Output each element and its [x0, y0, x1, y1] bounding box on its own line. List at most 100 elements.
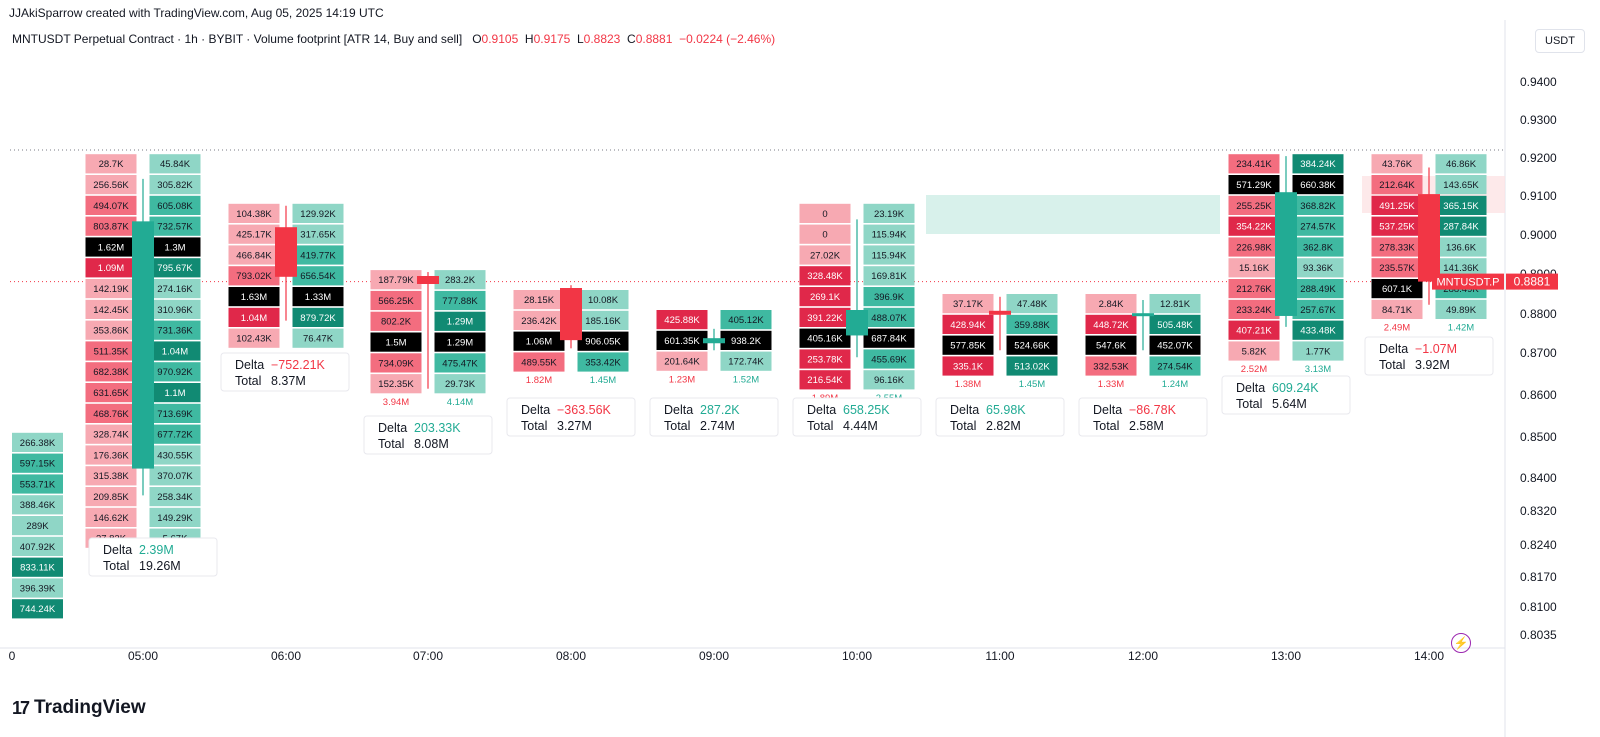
sell-cell-value: 489.55K [521, 357, 557, 368]
sell-cell-value: 37.17K [953, 299, 984, 310]
buy-cell-value: 524.66K [1014, 341, 1050, 352]
candle-body [1275, 192, 1297, 316]
buy-cell [149, 195, 201, 215]
buy-cell [577, 290, 629, 310]
buy-cell [12, 599, 63, 619]
buy-cell-value: 795.67K [157, 263, 193, 274]
delta-total-box: Delta −363.56K Total 3.27M [506, 397, 636, 437]
x-tick-label: 07:00 [413, 649, 443, 663]
sell-cell-value: 226.98K [1236, 242, 1272, 253]
sell-cell-value: 566.25K [378, 296, 414, 307]
sell-cell-value: 332.53K [1093, 361, 1129, 372]
y-tick-label: 0.8500 [1520, 430, 1557, 444]
buy-cell [1006, 314, 1058, 334]
buy-cell-value: 359.88K [1014, 320, 1050, 331]
y-tick-label: 0.8320 [1520, 504, 1557, 518]
buy-cell-value: 23.19K [874, 209, 905, 220]
delta-box-bg [363, 415, 493, 455]
sell-cell-value: 571.29K [1236, 180, 1272, 191]
buy-cell [1292, 279, 1344, 299]
sell-cell-value: 1.63M [241, 292, 267, 303]
buy-cell-value: 353.42K [585, 357, 621, 368]
sell-cell [228, 307, 280, 327]
buy-cell-value: 938.2K [731, 336, 762, 347]
buy-cell-value: 1.29M [447, 317, 473, 328]
total-value: 3.27M [557, 419, 592, 433]
buy-cell-value: 12.81K [1160, 299, 1191, 310]
sell-cell [85, 341, 137, 361]
buy-cell [434, 290, 486, 311]
total-label: Total [103, 559, 129, 573]
buy-cell-value: 365.15K [1443, 201, 1479, 212]
buy-cell-value: 1.1M [164, 388, 185, 399]
sell-cell-value: 466.84K [236, 250, 272, 261]
currency-unit-button[interactable]: USDT [1535, 29, 1585, 53]
sell-cell [85, 175, 137, 195]
buy-cell-value: 274.54K [1157, 361, 1193, 372]
sell-cell-value: 328.48K [807, 271, 843, 282]
sell-cell-value: 468.76K [93, 409, 129, 420]
buy-cell [577, 331, 629, 351]
sell-cell-value: 407.21K [1236, 326, 1272, 337]
sell-cell [1228, 341, 1280, 361]
buy-cell-value: 833.11K [20, 563, 55, 574]
x-tick-label: 06:00 [271, 649, 301, 663]
footprint-bar-04:00: 266.38K 597.15K 553.71K 388.46K 289K 407.92K 8… [12, 432, 63, 619]
sell-cell-value: 233.24K [1236, 305, 1272, 316]
sell-cell [228, 203, 280, 223]
sell-total: 2.49M [1384, 323, 1410, 334]
buy-cell [1006, 356, 1058, 376]
delta-box-bg [1078, 397, 1208, 437]
tradingview-logo[interactable]: 17 TradingView [12, 697, 146, 719]
buy-cell-value: 1.77K [1306, 346, 1331, 357]
delta-value: 658.25K [843, 403, 890, 417]
candle-body [417, 276, 439, 284]
buy-cell [149, 466, 201, 486]
buy-cell-value: 76.47K [303, 334, 334, 345]
tradingview-logo-icon: 17 [12, 697, 30, 718]
sell-cell-value: 793.02K [236, 271, 272, 282]
open-label: O [472, 32, 482, 46]
buy-cell-value: 274.57K [1300, 222, 1336, 233]
change-value: −0.0224 (−2.46%) [679, 32, 776, 46]
buy-cell [149, 424, 201, 444]
sell-cell [370, 332, 422, 352]
buy-cell-value: 1.04M [162, 346, 188, 357]
sell-cell [513, 290, 565, 310]
y-tick-label: 0.8800 [1520, 307, 1557, 321]
high-value: 0.9175 [533, 32, 571, 46]
buy-cell-value: 396.9K [874, 292, 905, 303]
delta-box-bg [88, 537, 218, 577]
sell-cell-value: 236.42K [521, 316, 557, 327]
sell-cell [799, 224, 851, 244]
buy-cell-value: 660.38K [1300, 180, 1336, 191]
lightning-icon[interactable]: ⚡ [1451, 633, 1471, 653]
buy-cell-value: 1.33M [305, 292, 331, 303]
sell-cell-value: 84.71K [1382, 305, 1413, 316]
buy-cell-value: 257.67K [1300, 305, 1336, 316]
buy-cell-value: 136.6K [1446, 242, 1477, 253]
sell-cell-value: 494.07K [93, 201, 129, 212]
total-value: 5.64M [1272, 397, 1307, 411]
buy-cell-value: 405.12K [728, 315, 764, 326]
sell-cell [799, 203, 851, 223]
sell-cell [799, 328, 851, 348]
buy-cell [149, 320, 201, 340]
buy-cell-value: 970.92K [157, 367, 193, 378]
delta-box-bg [792, 397, 922, 437]
footprint-bar-14:00: 43.76K 212.64K 491.25K 537.25K 278.33K 235.57… [1371, 154, 1487, 334]
total-label: Total [1379, 358, 1405, 372]
sell-cell-value: 255.25K [1236, 201, 1272, 212]
delta-label: Delta [521, 403, 550, 417]
x-tick-label: 08:00 [556, 649, 586, 663]
delta-box-bg [1221, 375, 1351, 415]
sell-cell-value: 212.64K [1379, 180, 1415, 191]
buy-cell-value: 310.96K [157, 305, 193, 316]
buy-total: 4.14M [447, 397, 473, 408]
sell-cell-value: 448.72K [1093, 320, 1129, 331]
buy-cell [12, 557, 63, 577]
x-tick-label: 10:00 [842, 649, 872, 663]
sell-cell [799, 307, 851, 327]
sell-total: 1.23M [669, 374, 695, 385]
